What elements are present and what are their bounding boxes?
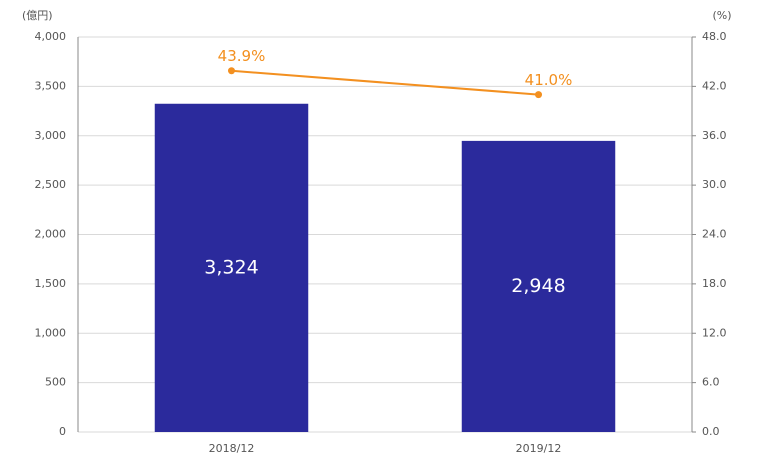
- x-tick-label: 2019/12: [516, 442, 562, 455]
- y2-tick-label: 30.0: [702, 178, 727, 191]
- y-tick-label: 2,000: [35, 228, 67, 241]
- y-tick-label: 2,500: [35, 178, 67, 191]
- y2-tick-label: 36.0: [702, 129, 727, 142]
- y-tick-label: 0: [59, 425, 66, 438]
- line-value-label: 41.0%: [525, 71, 573, 89]
- line-value-label: 43.9%: [218, 47, 266, 65]
- y2-tick-label: 48.0: [702, 30, 727, 43]
- line-point: [535, 91, 542, 99]
- bar: [461, 140, 616, 432]
- x-tick-label: 2018/12: [209, 442, 255, 455]
- y-axis-label: (億円): [22, 9, 53, 22]
- y2-tick-label: 0.0: [702, 425, 720, 438]
- y-tick-label: 4,000: [35, 30, 67, 43]
- bar: [154, 103, 309, 432]
- y-tick-label: 1,500: [35, 277, 67, 290]
- bar-value-label: 3,324: [204, 256, 258, 278]
- y2-tick-label: 24.0: [702, 228, 727, 241]
- y2-tick-label: 12.0: [702, 326, 727, 339]
- y2-axis-label: (%): [712, 9, 731, 22]
- y2-tick-label: 42.0: [702, 79, 727, 92]
- line: [231, 69, 539, 96]
- line-point: [228, 67, 235, 75]
- y-tick-label: 500: [45, 376, 66, 389]
- y2-tick-label: 6.0: [702, 376, 720, 389]
- bar-value-label: 2,948: [511, 275, 565, 297]
- y2-tick-label: 18.0: [702, 277, 727, 290]
- y-tick-label: 1,000: [35, 326, 67, 339]
- y-tick-label: 3,000: [35, 129, 67, 142]
- y-tick-label: 3,500: [35, 79, 67, 92]
